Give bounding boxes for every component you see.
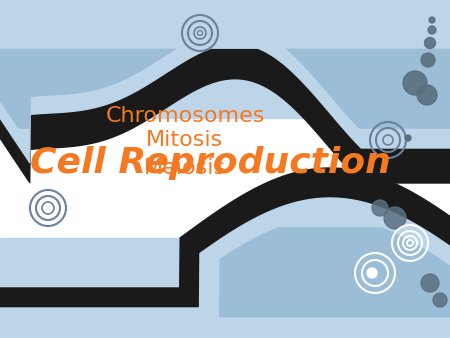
Text: Chromosomes: Chromosomes — [105, 106, 265, 126]
Polygon shape — [0, 238, 450, 338]
Circle shape — [367, 268, 377, 278]
Text: Cell Reproduction: Cell Reproduction — [30, 146, 391, 180]
Circle shape — [421, 53, 435, 67]
Circle shape — [424, 38, 436, 48]
Circle shape — [372, 200, 388, 216]
Circle shape — [433, 293, 447, 307]
Circle shape — [428, 26, 436, 34]
Circle shape — [403, 71, 427, 95]
Circle shape — [405, 135, 411, 141]
Text: Meiosis: Meiosis — [144, 158, 226, 178]
Circle shape — [417, 85, 437, 105]
Circle shape — [429, 17, 435, 23]
Polygon shape — [0, 0, 450, 118]
Circle shape — [421, 274, 439, 292]
Circle shape — [384, 207, 406, 229]
Text: Mitosis: Mitosis — [146, 130, 224, 150]
